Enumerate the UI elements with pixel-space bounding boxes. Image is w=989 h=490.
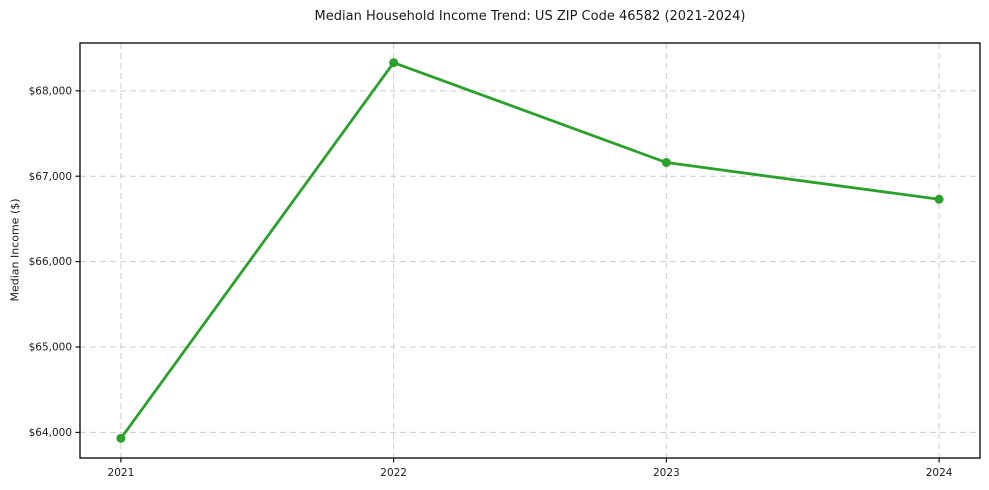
x-tick-label: 2022 [380,467,407,479]
y-tick-label: $66,000 [29,256,72,268]
x-tick-label: 2024 [926,467,953,479]
y-tick-label: $64,000 [29,427,72,439]
data-point-marker [389,58,399,68]
data-point-markers [116,58,944,443]
y-tick-label: $65,000 [29,342,72,354]
x-tick-label: 2023 [653,467,680,479]
data-point-marker [116,433,126,443]
chart-title: Median Household Income Trend: US ZIP Co… [314,9,746,24]
data-point-marker [661,158,671,168]
plot-border [79,42,981,459]
income-trend-line [119,61,941,440]
y-axis-title: Median Income ($) [8,198,22,302]
y-tick-label: $68,000 [29,85,72,97]
x-tick-label: 2021 [108,467,135,479]
grid-lines [80,43,980,458]
data-point-marker [934,194,944,204]
y-tick-label: $67,000 [29,171,72,183]
y-axis: $64,000 $65,000 $66,000 $67,000 $68,000 [29,85,80,439]
x-axis: 2021 2022 2023 2024 [108,458,953,479]
